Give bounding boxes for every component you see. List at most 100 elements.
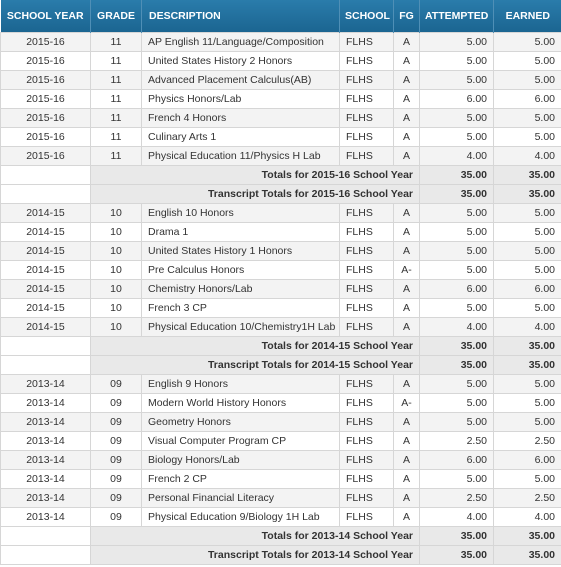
cell-fg: A <box>393 373 420 394</box>
header-grade[interactable]: GRADE <box>90 0 142 32</box>
cell-attempted: 6.00 <box>419 278 494 299</box>
cell-grade: 11 <box>90 126 142 147</box>
cell-fg: A <box>393 506 420 527</box>
table-row: 2014-15 10 Drama 1 FLHS A 5.00 5.00 <box>0 221 561 242</box>
cell-school: FLHS <box>339 88 394 109</box>
table-row: 2013-14 09 Geometry Honors FLHS A 5.00 5.00 <box>0 411 561 432</box>
cell-attempted: 5.00 <box>419 259 494 280</box>
blank-cell <box>0 525 91 546</box>
header-description[interactable]: DESCRIPTION <box>141 0 340 32</box>
cell-fg: A <box>393 240 420 261</box>
cell-school: FLHS <box>339 50 394 71</box>
cell-description: AP English 11/Language/Composition <box>141 31 340 52</box>
transcript-totals-row-label: Transcript Totals for 2014-15 School Yea… <box>90 354 420 375</box>
cell-school-year: 2014-15 <box>0 221 91 242</box>
cell-earned: 5.00 <box>493 221 561 242</box>
cell-attempted: 4.00 <box>419 316 494 337</box>
cell-earned: 2.50 <box>493 487 561 508</box>
cell-school: FLHS <box>339 221 394 242</box>
cell-school: FLHS <box>339 240 394 261</box>
cell-earned: 5.00 <box>493 373 561 394</box>
cell-description: United States History 1 Honors <box>141 240 340 261</box>
cell-grade: 10 <box>90 278 142 299</box>
cell-school: FLHS <box>339 316 394 337</box>
cell-school: FLHS <box>339 145 394 166</box>
cell-description: Drama 1 <box>141 221 340 242</box>
table-row: 2015-16 11 Advanced Placement Calculus(AB)… <box>0 69 561 90</box>
header-school-year[interactable]: SCHOOL YEAR <box>0 0 91 32</box>
cell-school: FLHS <box>339 202 394 223</box>
cell-attempted: 5.00 <box>419 69 494 90</box>
cell-fg: A <box>393 126 420 147</box>
cell-school: FLHS <box>339 487 394 508</box>
cell-earned: 4.00 <box>493 506 561 527</box>
cell-attempted: 5.00 <box>419 50 494 71</box>
cell-school-year: 2015-16 <box>0 145 91 166</box>
cell-description: French 4 Honors <box>141 107 340 128</box>
blank-cell <box>0 183 91 204</box>
cell-school: FLHS <box>339 411 394 432</box>
cell-attempted: 5.00 <box>419 411 494 432</box>
cell-attempted: 6.00 <box>419 88 494 109</box>
cell-grade: 09 <box>90 373 142 394</box>
cell-attempted: 5.00 <box>419 221 494 242</box>
cell-description: Culinary Arts 1 <box>141 126 340 147</box>
table-row: 2014-15 10 Chemistry Honors/Lab FLHS A 6.00 6.… <box>0 278 561 299</box>
cell-description: Physical Education 11/Physics H Lab <box>141 145 340 166</box>
cell-school: FLHS <box>339 506 394 527</box>
totals-row-earned: 35.00 <box>493 164 561 185</box>
cell-description: English 10 Honors <box>141 202 340 223</box>
totals-row: Totals for 2014-15 School Year 35.00 35.00 <box>0 335 561 356</box>
cell-school: FLHS <box>339 31 394 52</box>
totals-row: Totals for 2013-14 School Year 35.00 35.00 <box>0 525 561 546</box>
cell-school: FLHS <box>339 107 394 128</box>
cell-earned: 2.50 <box>493 430 561 451</box>
cell-attempted: 4.00 <box>419 506 494 527</box>
cell-description: Advanced Placement Calculus(AB) <box>141 69 340 90</box>
cell-fg: A <box>393 487 420 508</box>
cell-school-year: 2013-14 <box>0 411 91 432</box>
cell-description: Physics Honors/Lab <box>141 88 340 109</box>
cell-description: French 3 CP <box>141 297 340 318</box>
cell-grade: 11 <box>90 88 142 109</box>
cell-grade: 11 <box>90 107 142 128</box>
cell-grade: 10 <box>90 240 142 261</box>
table-row: 2014-15 10 Pre Calculus Honors FLHS A- 5.00 5.… <box>0 259 561 280</box>
cell-description: Physical Education 9/Biology 1H Lab <box>141 506 340 527</box>
cell-school-year: 2013-14 <box>0 392 91 413</box>
cell-grade: 10 <box>90 202 142 223</box>
header-attempted[interactable]: ATTEMPTED <box>419 0 494 32</box>
transcript-totals-row-earned: 35.00 <box>493 354 561 375</box>
totals-row-label: Totals for 2015-16 School Year <box>90 164 420 185</box>
transcript-totals-row: Transcript Totals for 2014-15 School Yea… <box>0 354 561 375</box>
cell-attempted: 5.00 <box>419 373 494 394</box>
cell-attempted: 5.00 <box>419 468 494 489</box>
cell-attempted: 2.50 <box>419 430 494 451</box>
cell-fg: A <box>393 221 420 242</box>
header-school[interactable]: SCHOOL <box>339 0 394 32</box>
table-body: 2015-16 11 AP English 11/Language/Composit… <box>0 31 561 565</box>
cell-attempted: 2.50 <box>419 487 494 508</box>
cell-description: Modern World History Honors <box>141 392 340 413</box>
transcript-totals-row-attempted: 35.00 <box>419 354 494 375</box>
header-fg[interactable]: FG <box>393 0 420 32</box>
cell-earned: 6.00 <box>493 449 561 470</box>
header-earned[interactable]: EARNED <box>493 0 561 32</box>
table-row: 2013-14 09 Physical Education 9/Biology 1H… <box>0 506 561 527</box>
cell-school-year: 2013-14 <box>0 487 91 508</box>
table-row: 2013-14 09 Personal Financial Literacy FLHS… <box>0 487 561 508</box>
cell-school-year: 2014-15 <box>0 297 91 318</box>
cell-earned: 5.00 <box>493 50 561 71</box>
cell-fg: A <box>393 449 420 470</box>
transcript-totals-row: Transcript Totals for 2015-16 School Yea… <box>0 183 561 204</box>
table-row: 2013-14 09 Visual Computer Program CP FLHS A… <box>0 430 561 451</box>
cell-school-year: 2013-14 <box>0 506 91 527</box>
cell-description: Personal Financial Literacy <box>141 487 340 508</box>
cell-description: English 9 Honors <box>141 373 340 394</box>
table-row: 2015-16 11 Physical Education 11/Physics H… <box>0 145 561 166</box>
cell-description: Geometry Honors <box>141 411 340 432</box>
cell-attempted: 5.00 <box>419 297 494 318</box>
cell-description: Chemistry Honors/Lab <box>141 278 340 299</box>
cell-school: FLHS <box>339 468 394 489</box>
table-row: 2015-16 11 French 4 Honors FLHS A 5.00 5.00 <box>0 107 561 128</box>
